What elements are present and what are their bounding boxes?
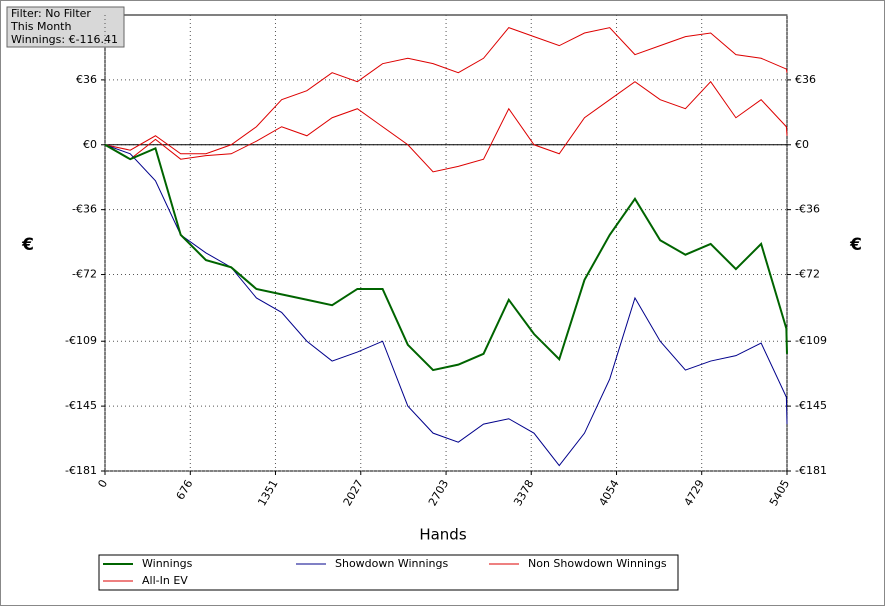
y-tick-label: -€181 <box>795 464 827 477</box>
y-tick-label: -€145 <box>65 399 97 412</box>
series-line <box>104 143 788 372</box>
legend-label: All-In EV <box>142 574 188 587</box>
info-text: This Month <box>10 20 71 33</box>
y-tick-label: -€109 <box>795 334 827 347</box>
series-line <box>104 144 788 467</box>
legend-label: Non Showdown Winnings <box>528 557 667 570</box>
y-tick-label: -€72 <box>795 268 820 281</box>
legend <box>98 554 679 591</box>
x-axis-label: Hands <box>419 526 466 544</box>
y-tick-label: -€36 <box>795 203 820 216</box>
y-tick-label: -€36 <box>72 203 97 216</box>
info-text: Filter: No Filter <box>11 7 91 20</box>
y-tick-label: -€181 <box>65 464 97 477</box>
y-tick-label: €36 <box>76 73 97 86</box>
y-axis-label: € <box>21 235 34 255</box>
y-tick-label: €0 <box>795 138 809 151</box>
y-tick-label: €36 <box>795 73 816 86</box>
y-axis-label: € <box>849 235 862 255</box>
series-line <box>104 27 788 155</box>
legend-label: Winnings <box>142 557 193 570</box>
y-tick-label: -€109 <box>65 334 97 347</box>
legend-label: Showdown Winnings <box>335 557 449 570</box>
y-tick-label: -€72 <box>72 268 97 281</box>
y-tick-label: €0 <box>83 138 97 151</box>
info-text: Winnings: €-116.41 <box>11 33 118 46</box>
y-tick-label: -€145 <box>795 399 827 412</box>
series-line <box>104 80 788 173</box>
